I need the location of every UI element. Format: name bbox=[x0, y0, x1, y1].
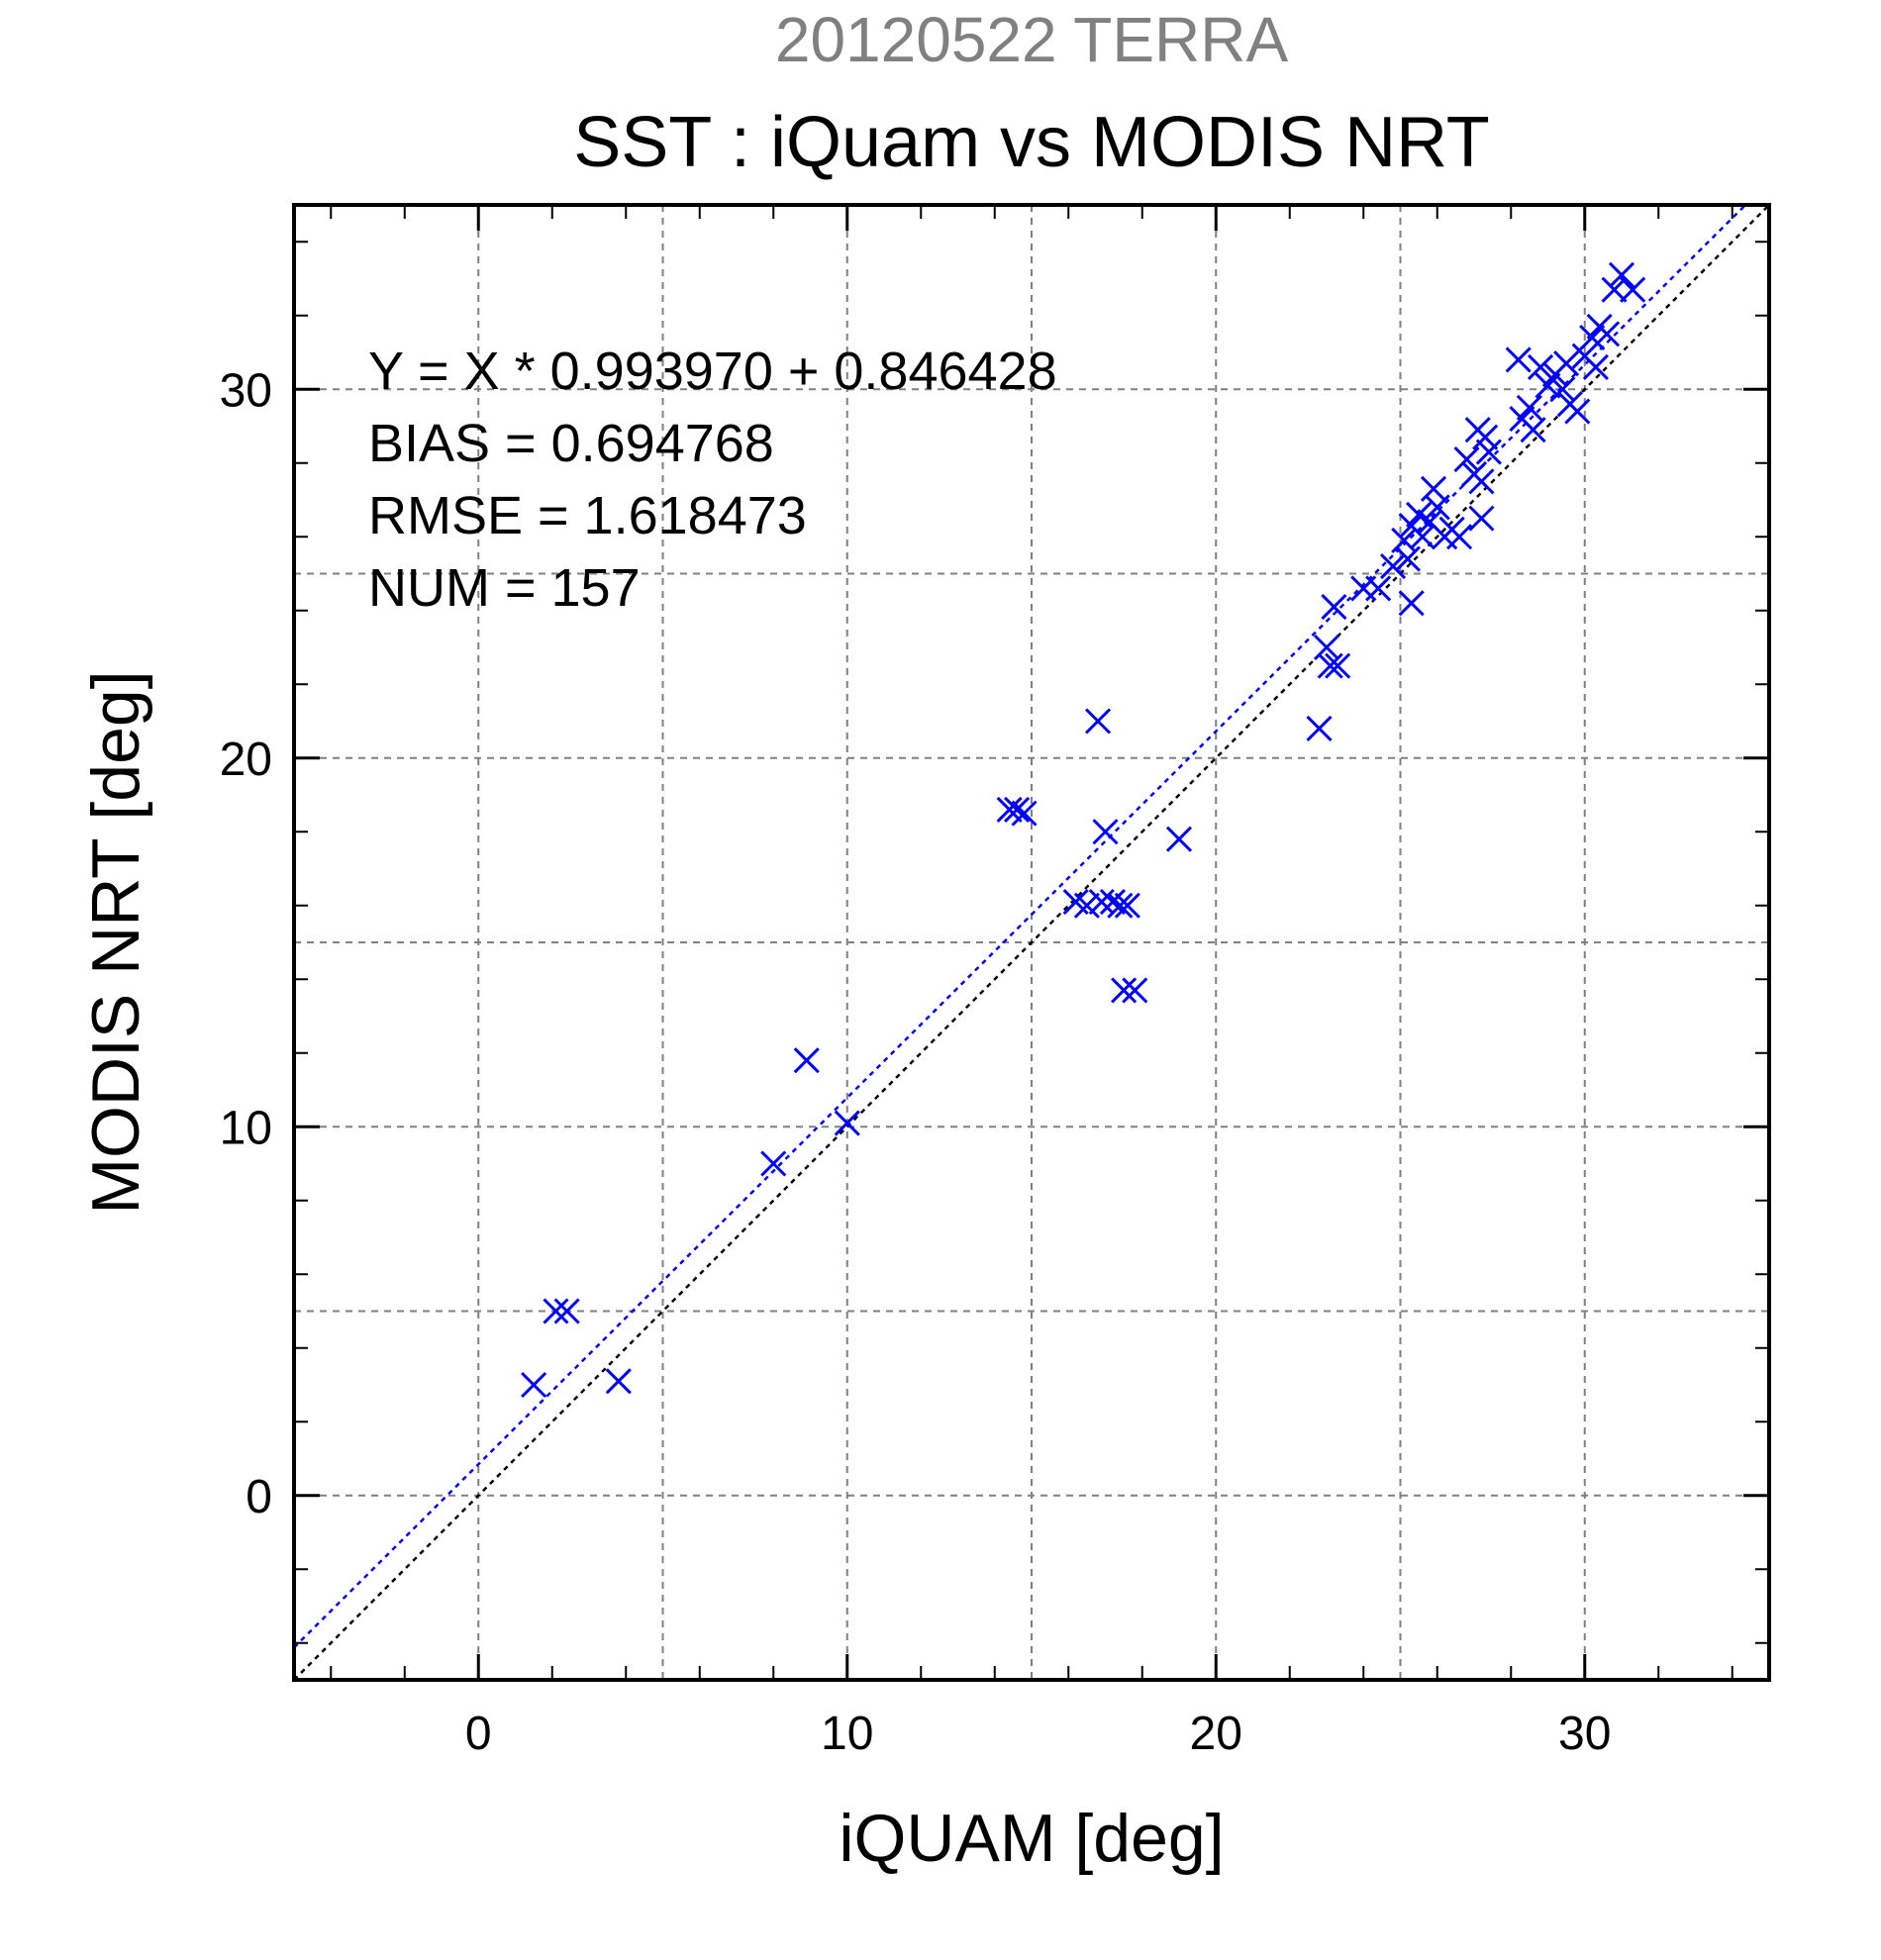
data-point bbox=[1520, 417, 1546, 443]
data-point bbox=[1420, 475, 1447, 502]
chart-subtitle: 20120522 TERRA bbox=[775, 4, 1289, 75]
y-tick-label: 20 bbox=[220, 734, 272, 786]
data-point bbox=[1594, 321, 1621, 347]
data-point bbox=[1398, 590, 1425, 617]
data-point bbox=[1122, 977, 1148, 1004]
stats-box: Y = X * 0.993970 + 0.846428 BIAS = 0.694… bbox=[368, 342, 1057, 618]
data-point bbox=[1379, 552, 1407, 580]
data-point bbox=[1409, 524, 1436, 550]
reference-lines bbox=[293, 204, 1770, 1681]
data-point bbox=[1446, 524, 1473, 550]
data-point bbox=[1365, 575, 1392, 602]
data-point bbox=[605, 1368, 632, 1395]
data-point bbox=[1004, 796, 1031, 823]
y-tick-label: 10 bbox=[220, 1102, 272, 1154]
x-tick-label: 10 bbox=[821, 1708, 873, 1760]
data-point bbox=[1553, 350, 1580, 377]
chart-title: SST : iQuam vs MODIS NRT bbox=[573, 103, 1490, 182]
data-point bbox=[1505, 346, 1532, 373]
data-point bbox=[1472, 424, 1499, 450]
data-point bbox=[1608, 261, 1635, 288]
data-point bbox=[1099, 888, 1127, 916]
data-point bbox=[1092, 819, 1119, 845]
y-tick-label: 30 bbox=[220, 364, 272, 417]
data-point bbox=[996, 796, 1023, 823]
data-point bbox=[793, 1047, 820, 1074]
data-point bbox=[1406, 501, 1433, 528]
grid-lines bbox=[294, 205, 1769, 1680]
data-point bbox=[834, 1110, 860, 1136]
data-point bbox=[1516, 394, 1542, 421]
data-point bbox=[1084, 708, 1112, 735]
data-point bbox=[1165, 826, 1193, 852]
data-point bbox=[1468, 505, 1495, 532]
data-point bbox=[1321, 593, 1347, 621]
y-axis-label: MODIS NRT [deg] bbox=[78, 670, 153, 1214]
data-point bbox=[1582, 353, 1609, 380]
regression-line bbox=[293, 204, 1747, 1649]
data-point bbox=[521, 1371, 547, 1399]
data-point bbox=[1011, 800, 1038, 827]
data-point bbox=[1549, 376, 1576, 403]
data-point bbox=[760, 1150, 787, 1177]
minor-ticks bbox=[294, 205, 1769, 1680]
data-point bbox=[1468, 468, 1495, 495]
data-point bbox=[543, 1298, 569, 1324]
data-point bbox=[1306, 715, 1333, 742]
data-point bbox=[1527, 353, 1554, 380]
data-point bbox=[1111, 977, 1138, 1004]
data-point bbox=[1534, 372, 1561, 399]
x-tick-label: 30 bbox=[1558, 1708, 1611, 1760]
one-to-one-line bbox=[293, 204, 1770, 1681]
data-point bbox=[1601, 276, 1628, 303]
x-tick-label: 20 bbox=[1190, 1708, 1242, 1760]
x-tick-label: 0 bbox=[465, 1708, 492, 1760]
data-point bbox=[1325, 652, 1351, 679]
tick-labels: 0 0 10 10 20 20 30 30 bbox=[220, 205, 1769, 1760]
stats-bias: BIAS = 0.694768 bbox=[368, 414, 774, 473]
data-point bbox=[1564, 398, 1591, 425]
y-tick-label: 0 bbox=[246, 1471, 272, 1523]
data-point bbox=[1475, 439, 1502, 465]
data-point bbox=[1579, 325, 1606, 351]
data-point bbox=[1453, 445, 1480, 473]
data-point bbox=[1073, 892, 1100, 919]
stats-rmse: RMSE = 1.618473 bbox=[368, 486, 807, 545]
data-point bbox=[1107, 892, 1134, 919]
data-points bbox=[521, 261, 1646, 1399]
stats-regression: Y = X * 0.993970 + 0.846428 bbox=[368, 342, 1057, 401]
data-point bbox=[1114, 892, 1140, 919]
plot-frame bbox=[292, 203, 1771, 1682]
data-point bbox=[1317, 652, 1343, 679]
data-point bbox=[1620, 276, 1646, 303]
data-point bbox=[553, 1298, 580, 1324]
x-axis-label: iQUAM [deg] bbox=[839, 1801, 1224, 1876]
stats-num: NUM = 157 bbox=[368, 558, 641, 618]
